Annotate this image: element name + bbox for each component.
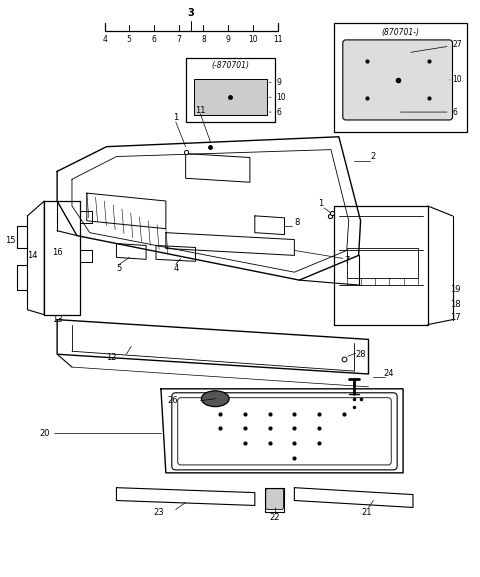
Text: 4: 4	[173, 264, 179, 273]
Text: 22: 22	[269, 513, 280, 522]
Text: 17: 17	[450, 313, 461, 322]
Text: 20: 20	[39, 429, 49, 438]
Text: (-870701): (-870701)	[211, 61, 249, 70]
Text: 5: 5	[117, 264, 122, 273]
Bar	[334, 23, 468, 132]
Text: 28: 28	[355, 350, 366, 359]
FancyBboxPatch shape	[178, 398, 391, 465]
Text: 10: 10	[450, 76, 462, 84]
Text: 14: 14	[27, 251, 38, 260]
Text: 21: 21	[361, 508, 372, 517]
Text: 11: 11	[195, 106, 206, 115]
Text: (870701-): (870701-)	[382, 28, 420, 38]
Text: 4: 4	[102, 35, 107, 44]
Ellipse shape	[202, 391, 229, 407]
Text: 7: 7	[176, 35, 181, 44]
Text: 24: 24	[383, 369, 394, 379]
Text: 10: 10	[248, 35, 258, 44]
FancyBboxPatch shape	[172, 393, 397, 470]
Text: 10: 10	[269, 93, 286, 102]
Text: 11: 11	[273, 35, 282, 44]
Text: 18: 18	[450, 300, 461, 309]
Text: 15: 15	[5, 236, 16, 245]
Text: 9: 9	[226, 35, 230, 44]
Polygon shape	[193, 80, 267, 115]
Bar	[186, 58, 275, 122]
Text: 23: 23	[154, 508, 164, 517]
Text: 6: 6	[400, 107, 457, 117]
Bar	[347, 249, 418, 278]
FancyBboxPatch shape	[266, 489, 284, 509]
FancyBboxPatch shape	[343, 40, 453, 120]
Text: 6: 6	[269, 107, 281, 117]
Text: 1: 1	[318, 200, 324, 208]
Text: 8: 8	[201, 35, 206, 44]
Text: 1: 1	[173, 113, 179, 122]
Text: 7: 7	[344, 256, 349, 265]
Text: 26: 26	[168, 396, 178, 405]
Text: 8: 8	[295, 218, 300, 227]
Text: 2: 2	[371, 152, 376, 161]
Text: 3: 3	[187, 8, 194, 18]
Text: 19: 19	[450, 286, 461, 294]
Text: 13: 13	[52, 315, 62, 324]
Text: 27: 27	[411, 40, 462, 53]
Text: 16: 16	[52, 248, 62, 257]
Text: 12: 12	[106, 353, 117, 362]
Text: 5: 5	[127, 35, 132, 44]
Text: 9: 9	[269, 78, 281, 87]
Text: 6: 6	[152, 35, 156, 44]
